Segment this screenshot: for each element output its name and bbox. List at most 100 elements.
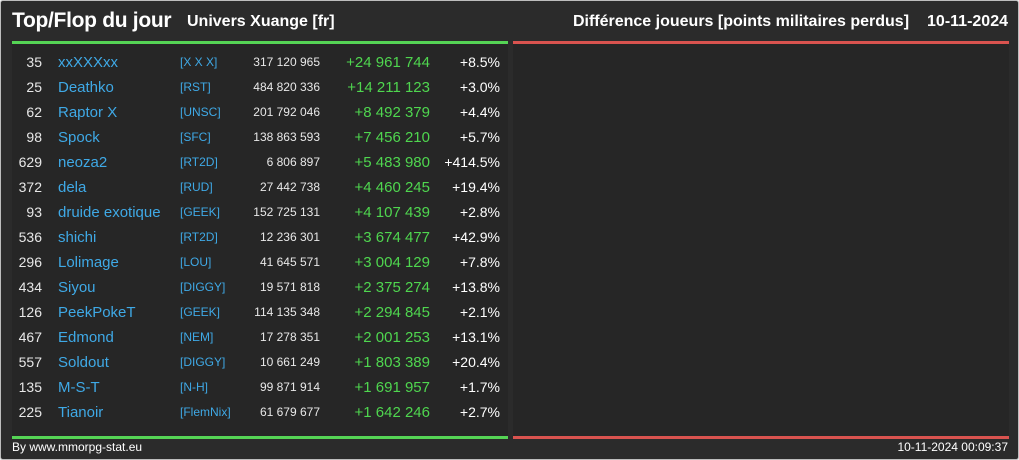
percent-change: +42.9% xyxy=(452,229,500,245)
player-points: 152 725 131 xyxy=(253,205,320,219)
player-name-link[interactable]: Soldout xyxy=(58,354,109,371)
points-difference: +1 642 246 xyxy=(354,404,431,421)
player-rank: 372 xyxy=(18,179,42,195)
alliance-tag-link[interactable]: [SFC] xyxy=(180,130,211,144)
player-rank: 126 xyxy=(18,304,42,320)
player-rank: 536 xyxy=(18,229,42,245)
points-difference: +5 483 980 xyxy=(354,154,431,171)
points-difference: +3 674 477 xyxy=(354,229,431,246)
player-rank: 25 xyxy=(26,79,42,95)
player-rank: 296 xyxy=(18,254,42,270)
alliance-tag-link[interactable]: [GEEK] xyxy=(180,205,221,219)
percent-change: +13.1% xyxy=(452,329,500,345)
alliance-tag-link[interactable]: [FlemNix] xyxy=(180,405,231,419)
player-rank: 557 xyxy=(18,354,42,370)
player-name-link[interactable]: Spock xyxy=(58,129,100,146)
player-points: 99 871 914 xyxy=(259,380,320,394)
alliance-tag-link[interactable]: [GEEK] xyxy=(180,305,221,319)
table-row: 372 dela [RUD] 27 442 738 +4 460 245 +19.4% xyxy=(12,175,508,200)
player-name-link[interactable]: neoza2 xyxy=(58,154,108,171)
percent-change: +20.4% xyxy=(452,354,500,370)
universe-label: Univers Xuange [fr] xyxy=(187,13,335,30)
player-rank: 629 xyxy=(18,154,42,170)
table-row: 467 Edmond [NEM] 17 278 351 +2 001 253 +13.1% xyxy=(12,325,508,350)
player-name-link[interactable]: Tianoir xyxy=(58,404,104,421)
alliance-tag-link[interactable]: [RUD] xyxy=(180,180,213,194)
player-name-link[interactable]: druide exotique xyxy=(58,204,161,221)
player-name-link[interactable]: PeekPokeT xyxy=(58,304,136,321)
alliance-tag-link[interactable]: [X X X] xyxy=(180,55,218,69)
top-list: 35 xxXXXxx [X X X] 317 120 965 +24 961 744 +8… xyxy=(12,50,508,425)
player-points: 484 820 336 xyxy=(253,80,320,94)
page-title: Top/Flop du jour xyxy=(12,9,172,32)
percent-change: +3.0% xyxy=(459,79,500,95)
source-credit: By www.mmorpg-stat.eu xyxy=(12,440,143,454)
points-difference: +1 803 389 xyxy=(354,354,431,371)
points-difference: +2 001 253 xyxy=(354,329,431,346)
player-name-link[interactable]: Siyou xyxy=(58,279,96,296)
player-name-link[interactable]: xxXXXxx xyxy=(58,54,119,71)
category-label: Différence joueurs [points militaires pe… xyxy=(572,13,910,30)
player-points: 12 236 301 xyxy=(259,230,320,244)
percent-change: +7.8% xyxy=(459,254,500,270)
player-name-link[interactable]: Deathko xyxy=(58,79,114,96)
percent-change: +5.7% xyxy=(459,129,500,145)
points-difference: +24 961 744 xyxy=(346,54,430,71)
alliance-tag-link[interactable]: [DIGGY] xyxy=(180,355,226,369)
table-row: 629 neoza2 [RT2D] 6 806 897 +5 483 980 +414.5… xyxy=(12,150,508,175)
table-row: 93 druide exotique [GEEK] 152 725 131 +4 107… xyxy=(12,200,508,225)
percent-change: +2.1% xyxy=(459,304,500,320)
player-name-link[interactable]: shichi xyxy=(58,229,97,246)
player-points: 27 442 738 xyxy=(259,180,320,194)
percent-change: +2.8% xyxy=(459,204,500,220)
alliance-tag-link[interactable]: [RT2D] xyxy=(180,155,218,169)
player-points: 41 645 571 xyxy=(259,255,320,269)
player-rank: 62 xyxy=(26,104,42,120)
player-points: 201 792 046 xyxy=(253,105,320,119)
alliance-tag-link[interactable]: [RST] xyxy=(180,80,211,94)
alliance-tag-link[interactable]: [NEM] xyxy=(180,330,214,344)
points-difference: +2 375 274 xyxy=(354,279,431,296)
table-row: 135 M-S-T [N-H] 99 871 914 +1 691 957 +1.7% xyxy=(12,375,508,400)
player-rank: 467 xyxy=(18,329,42,345)
player-points: 61 679 677 xyxy=(259,405,320,419)
player-points: 138 863 593 xyxy=(253,130,320,144)
table-row: 126 PeekPokeT [GEEK] 114 135 348 +2 294 845 +… xyxy=(12,300,508,325)
player-points: 317 120 965 xyxy=(253,55,320,69)
points-difference: +8 492 379 xyxy=(354,104,431,121)
footer-timestamp: 10-11-2024 00:09:37 xyxy=(897,440,1008,454)
player-name-link[interactable]: dela xyxy=(58,179,87,196)
points-difference: +7 456 210 xyxy=(354,129,431,146)
player-name-link[interactable]: Raptor X xyxy=(58,104,118,121)
player-rank: 98 xyxy=(26,129,42,145)
table-row: 225 Tianoir [FlemNix] 61 679 677 +1 642 246 +… xyxy=(12,400,508,425)
table-row: 557 Soldout [DIGGY] 10 661 249 +1 803 389 +20… xyxy=(12,350,508,375)
player-rank: 434 xyxy=(18,279,42,295)
header-date: 10-11-2024 xyxy=(927,13,1008,30)
points-difference: +4 107 439 xyxy=(354,204,431,221)
player-points: 10 661 249 xyxy=(259,355,320,369)
alliance-tag-link[interactable]: [UNSC] xyxy=(180,105,221,119)
points-difference: +1 691 957 xyxy=(354,379,431,396)
player-rank: 93 xyxy=(26,204,42,220)
alliance-tag-link[interactable]: [N-H] xyxy=(180,380,208,394)
player-rank: 135 xyxy=(18,379,42,395)
player-points: 17 278 351 xyxy=(259,330,320,344)
points-difference: +3 004 129 xyxy=(354,254,431,271)
player-name-link[interactable]: Lolimage xyxy=(58,254,119,271)
alliance-tag-link[interactable]: [LOU] xyxy=(180,255,212,269)
flop-panel xyxy=(513,41,1009,439)
header-right: Différence joueurs [points militaires pe… xyxy=(573,13,1008,31)
points-difference: +4 460 245 xyxy=(354,179,431,196)
player-name-link[interactable]: M-S-T xyxy=(58,379,100,396)
alliance-tag-link[interactable]: [DIGGY] xyxy=(180,280,226,294)
player-name-link[interactable]: Edmond xyxy=(58,329,114,346)
top-panel: 35 xxXXXxx [X X X] 317 120 965 +24 961 744 +8… xyxy=(12,41,508,439)
percent-change: +8.5% xyxy=(459,54,500,70)
alliance-tag-link[interactable]: [RT2D] xyxy=(180,230,218,244)
table-row: 62 Raptor X [UNSC] 201 792 046 +8 492 379 +4.… xyxy=(12,100,508,125)
player-points: 114 135 348 xyxy=(254,305,320,319)
percent-change: +2.7% xyxy=(459,404,500,420)
percent-change: +19.4% xyxy=(452,179,500,195)
